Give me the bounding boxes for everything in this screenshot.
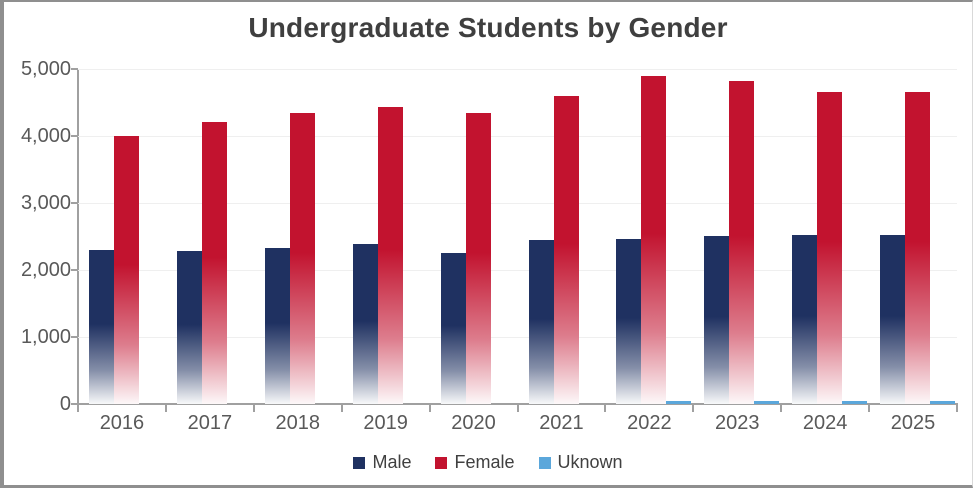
bar-male-2016: [89, 249, 114, 404]
legend-swatch-uknown: [538, 456, 551, 469]
legend-item-uknown: Uknown: [538, 452, 623, 473]
legend-swatch-female: [435, 456, 448, 469]
legend-label-male: Male: [372, 452, 412, 472]
bar-group-2019: [342, 69, 430, 404]
bar-male-2020: [440, 252, 466, 404]
bar-group-2024: [781, 69, 869, 404]
x-tick-label-2023: 2023: [714, 412, 760, 434]
bar-uknown-2024: [842, 400, 868, 404]
bar-group-2017: [166, 69, 254, 404]
gridline-4,000: [78, 136, 957, 137]
x-axis-tick: [252, 405, 255, 412]
y-axis-tick: [71, 202, 78, 204]
bar-male-2022: [616, 239, 642, 404]
bar-male-2018: [264, 247, 290, 404]
x-axis-tick: [692, 405, 695, 412]
x-axis-tick: [516, 405, 519, 412]
bar-male-2017: [176, 251, 202, 404]
bar-male-2024: [792, 235, 818, 404]
x-axis-tick: [164, 405, 167, 412]
bar-group-2020: [430, 69, 518, 404]
bar-female-2016: [114, 136, 139, 404]
y-tick-label-2,000: 2,000: [20, 259, 71, 281]
bar-uknown-2023: [754, 401, 780, 404]
legend-item-female: Female: [435, 452, 515, 473]
bar-female-2022: [641, 75, 667, 404]
x-tick-label-2024: 2024: [802, 412, 848, 434]
x-axis-line: [77, 403, 958, 405]
y-axis-tick: [71, 269, 78, 271]
plot-area: 0 1,000 2,000 3,000 4,000 5,000 2016 2017 2018 20…: [21, 59, 958, 434]
x-axis-tick: [868, 405, 871, 412]
legend: Male Female Uknown: [4, 452, 972, 473]
x-axis-tick: [780, 405, 783, 412]
y-axis-tick: [71, 403, 78, 405]
legend-label-uknown: Uknown: [557, 452, 623, 472]
x-axis-tick: [428, 405, 431, 412]
x-axis-tick: [604, 405, 607, 412]
legend-label-female: Female: [454, 452, 515, 472]
legend-swatch-male: [353, 456, 366, 469]
x-tick-label-2018: 2018: [275, 412, 320, 434]
bar-male-2023: [704, 235, 730, 404]
bar-female-2019: [377, 107, 403, 404]
y-tick-label-3,000: 3,000: [20, 192, 71, 214]
x-tick-label-2021: 2021: [539, 412, 584, 434]
y-axis-tick: [71, 135, 78, 137]
gridline-1,000: [78, 337, 957, 338]
y-tick-label-4,000: 4,000: [20, 125, 71, 147]
gridline-3,000: [78, 203, 957, 204]
x-tick-label-2020: 2020: [451, 412, 496, 434]
bar-male-2025: [880, 234, 906, 404]
bar-female-2024: [817, 92, 843, 404]
bar-male-2019: [352, 243, 378, 404]
bar-female-2020: [465, 112, 491, 404]
x-axis-tick: [77, 405, 79, 412]
y-tick-label-1,000: 1,000: [20, 326, 71, 348]
y-axis-tick: [71, 68, 78, 70]
gridline-2,000: [78, 270, 957, 271]
bar-female-2018: [289, 113, 315, 404]
y-axis-line: [77, 69, 79, 405]
x-tick-label-2019: 2019: [363, 412, 408, 434]
bar-female-2021: [553, 95, 579, 404]
gridline-5,000: [78, 69, 957, 70]
bar-female-2023: [729, 81, 755, 404]
chart-title: Undergraduate Students by Gender: [248, 12, 728, 43]
legend-item-male: Male: [353, 452, 411, 473]
bar-group-2018: [254, 69, 342, 404]
x-axis-tick: [956, 405, 958, 412]
y-tick-label-0: 0: [59, 393, 71, 415]
bar-group-2023: [693, 69, 781, 404]
bar-uknown-2022: [666, 401, 692, 404]
x-tick-label-2017: 2017: [187, 412, 233, 434]
bar-group-2025: [869, 69, 957, 404]
y-tick-label-5,000: 5,000: [20, 58, 71, 80]
bar-group-2021: [518, 69, 606, 404]
bar-uknown-2025: [930, 400, 956, 404]
bar-group-2016: [78, 69, 166, 404]
x-tick-label-2016: 2016: [99, 412, 145, 434]
x-tick-label-2025: 2025: [890, 412, 936, 434]
bar-female-2025: [905, 92, 931, 404]
x-tick-label-2022: 2022: [627, 412, 672, 434]
bar-female-2017: [201, 121, 227, 404]
bar-male-2021: [528, 239, 554, 404]
y-axis-tick: [71, 336, 78, 338]
x-axis-tick: [340, 405, 343, 412]
bar-group-2022: [605, 69, 693, 404]
